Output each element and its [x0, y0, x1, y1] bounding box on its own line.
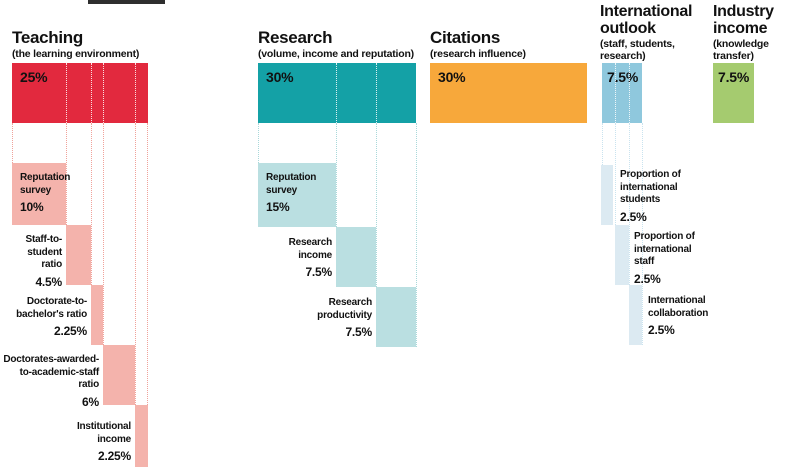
divider-line: [336, 63, 337, 123]
divider-line: [135, 63, 136, 123]
indicator-label: Research productivity: [317, 297, 372, 321]
divider-line: [629, 63, 630, 123]
indicator-block-staff-student-ratio: [66, 225, 91, 285]
indicator-block-international-staff: [615, 225, 629, 285]
indicator-weight: 10%: [20, 200, 44, 214]
guide-line: [135, 123, 136, 405]
indicator-label-group: International collaboration 2.5%: [648, 295, 708, 337]
indicator-block-reputation-survey-teaching: Reputation survey 10%: [12, 163, 71, 225]
section-industry-title: Industry income: [713, 3, 774, 37]
industry-weight-block: 7.5%: [713, 63, 754, 123]
indicator-weight: 2.25%: [97, 449, 131, 463]
indicator-label: Institutional income: [76, 421, 131, 445]
indicator-weight: 7.5%: [345, 325, 372, 339]
indicator-label: Doctorates-awarded- to-academic-staff ra…: [3, 354, 99, 390]
indicator-weight: 2.5%: [634, 271, 661, 286]
indicator-label: Proportion of international students: [620, 169, 681, 205]
guide-line: [91, 123, 92, 285]
indicator-block-doctorate-bachelor-ratio: [91, 285, 103, 345]
indicator-label: Research income: [288, 237, 333, 261]
indicator-label-group: Research productivity 7.5%: [260, 297, 372, 339]
indicator-label-group: Doctorates-awarded- to-academic-staff ra…: [0, 354, 99, 408]
indicator-label-group: Proportion of international staff 2.5%: [634, 231, 695, 285]
section-research-title: Research: [258, 28, 333, 47]
divider-line: [91, 63, 92, 123]
indicator-weight: 7.5%: [305, 265, 332, 279]
indicator-label: Reputation survey: [266, 172, 317, 196]
indicator-block-international-students: [601, 165, 613, 225]
section-international-subtitle: (staff, students, research): [600, 38, 675, 62]
guide-line: [416, 123, 417, 347]
citations-weight-label: 30%: [438, 69, 466, 85]
divider-line: [103, 63, 104, 123]
guide-line: [376, 123, 377, 287]
section-international-title: International outlook: [600, 3, 693, 37]
research-weight-block: 30%: [258, 63, 416, 123]
indicator-weight: 15%: [266, 200, 290, 214]
section-citations-subtitle: (research influence): [430, 48, 526, 60]
guide-line: [147, 123, 148, 467]
indicator-block-research-productivity: [376, 287, 416, 347]
top-crop-bar: [88, 0, 165, 4]
indicator-label-group: Proportion of international students 2.5…: [620, 169, 681, 223]
international-weight-block: 7.5%: [602, 63, 642, 123]
guide-line: [103, 123, 104, 345]
section-citations-title: Citations: [430, 28, 501, 47]
indicator-weight: 4.5%: [35, 274, 62, 289]
guide-line: [12, 123, 13, 163]
indicator-weight: 2.5%: [620, 209, 647, 224]
indicator-block-doctorates-awarded-ratio: [103, 345, 135, 405]
guide-line: [66, 123, 67, 225]
indicator-label: Doctorate-to- bachelor's ratio: [16, 296, 87, 320]
research-weight-label: 30%: [266, 69, 294, 85]
guide-line: [602, 123, 603, 165]
section-teaching-title: Teaching: [12, 28, 83, 47]
international-weight-label: 7.5%: [607, 69, 639, 85]
guide-line: [336, 123, 337, 227]
citations-weight-block: 30%: [430, 63, 587, 123]
guide-line: [642, 123, 643, 345]
indicator-label-group: Research income 7.5%: [240, 237, 333, 279]
teaching-weight-block: 25%: [12, 63, 148, 123]
divider-line: [615, 63, 616, 123]
indicator-weight: 2.5%: [648, 323, 675, 337]
indicator-label-group: Institutional income 2.25%: [20, 421, 131, 463]
section-research-subtitle: (volume, income and reputation): [258, 48, 414, 60]
divider-line: [376, 63, 377, 123]
indicator-block-research-income: [336, 227, 376, 287]
indicator-block-reputation-survey-research: Reputation survey 15%: [258, 163, 336, 227]
indicator-label: Staff-to- student ratio: [25, 234, 62, 270]
teaching-weight-label: 25%: [20, 69, 48, 85]
indicator-label-group: Doctorate-to- bachelor's ratio 2.25%: [0, 296, 87, 338]
indicator-block-institutional-income: [135, 405, 148, 467]
guide-line: [629, 123, 630, 285]
indicator-block-international-collaboration: [629, 285, 642, 345]
indicator-label: Proportion of international staff: [634, 231, 695, 267]
indicator-weight: 6%: [82, 394, 99, 409]
section-teaching-subtitle: (the learning environment): [12, 48, 140, 60]
guide-line: [615, 123, 616, 225]
indicator-label-group: Staff-to- student ratio 4.5%: [0, 234, 62, 288]
guide-line: [258, 123, 259, 163]
section-industry-subtitle: (knowledge transfer): [713, 38, 769, 62]
divider-line: [66, 63, 67, 123]
industry-weight-label: 7.5%: [718, 69, 750, 85]
indicator-weight: 2.25%: [53, 324, 87, 338]
indicator-label: International collaboration: [648, 295, 709, 319]
indicator-label: Reputation survey: [20, 172, 71, 196]
